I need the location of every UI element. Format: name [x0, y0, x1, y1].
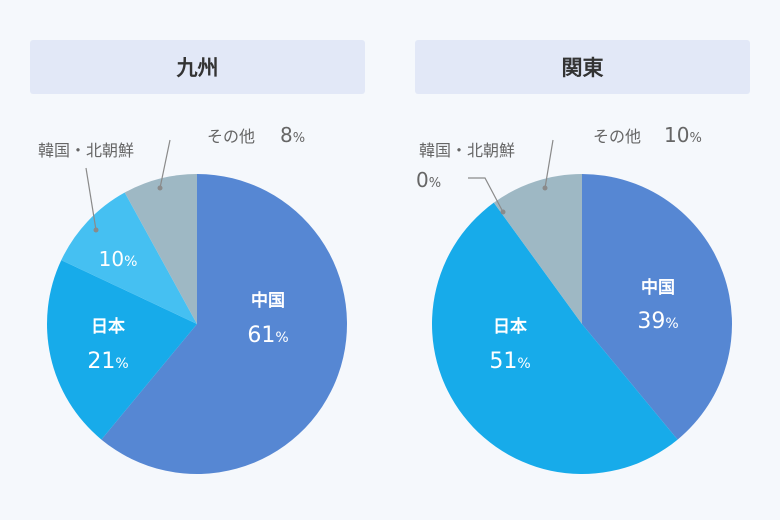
chart-title-kanto: 関東 [415, 40, 750, 94]
pie-slice-other [124, 174, 197, 324]
slice-value-korea: 0% [416, 168, 441, 192]
slice-value-other: 8% [280, 123, 305, 147]
leader-dot-other [542, 185, 548, 191]
leader-line-korea [85, 167, 97, 231]
slice-label-korea: 韓国・北朝鮮 [419, 141, 515, 160]
slice-label-japan: 日本 [493, 316, 527, 337]
pie-slice-other [493, 174, 582, 324]
leader-dot-korea [500, 209, 506, 215]
slice-value-korea: 10% [99, 247, 138, 271]
slice-label-other: その他 [593, 127, 641, 146]
chart-panel-kanto: 関東 中国 39% 日本 51% 韓国・北朝鮮 0% その他 10% [390, 0, 780, 520]
leader-dot-other [157, 185, 163, 191]
leader-dot-korea [93, 227, 99, 233]
leader-line-korea [468, 177, 504, 213]
pie-slice-japan [432, 202, 678, 474]
slice-label-china: 中国 [641, 277, 675, 298]
pie-slice-japan [46, 260, 197, 440]
leader-line-other [544, 139, 554, 189]
pie-slice-china [101, 174, 348, 475]
pie-slice-china [582, 174, 732, 440]
slice-label-japan: 日本 [91, 316, 125, 337]
slice-label-other: その他 [207, 127, 255, 146]
slice-label-korea: 韓国・北朝鮮 [38, 141, 134, 160]
slice-label-china: 中国 [251, 290, 285, 311]
chart-title-kyushu: 九州 [30, 40, 365, 94]
leader-line-other [159, 139, 171, 189]
slice-value-other: 10% [664, 123, 702, 147]
chart-panel-kyushu: 九州 中国 61% 日本 21% 10% 韓国・北朝鮮 その他 8% [30, 40, 365, 475]
